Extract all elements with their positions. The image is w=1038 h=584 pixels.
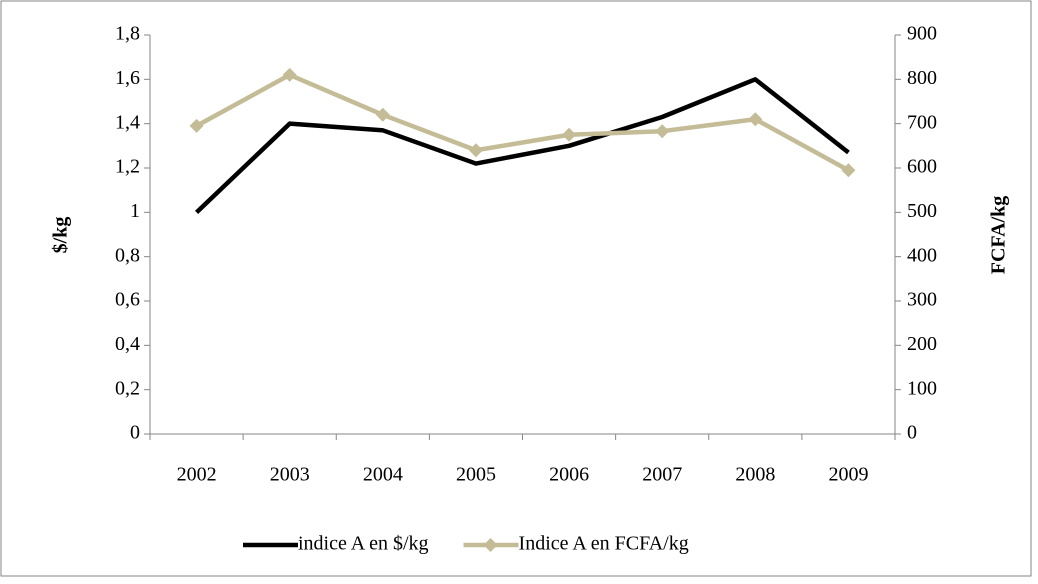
y2-axis-title: FCFA/kg: [988, 196, 1010, 275]
y2-tick-label: 700: [907, 111, 937, 133]
legend-label: Indice A en FCFA/kg: [519, 533, 689, 555]
y2-tick-label: 100: [907, 377, 937, 399]
y-tick-label: 0,4: [115, 333, 140, 355]
y-tick-label: 1,8: [115, 23, 140, 45]
y-tick-label: 1,6: [115, 67, 140, 89]
marker: [189, 118, 204, 133]
y-tick-label: 0: [130, 422, 140, 444]
y-tick-label: 0,6: [115, 289, 140, 311]
y-tick-label: 1: [130, 200, 140, 222]
x-tick-label: 2006: [549, 464, 589, 486]
y2-tick-label: 400: [907, 244, 937, 266]
y-tick-label: 1,2: [115, 156, 140, 178]
legend-label: indice A en $/kg: [298, 533, 429, 555]
x-tick-label: 2002: [177, 464, 217, 486]
y2-tick-label: 0: [907, 422, 917, 444]
x-tick-label: 2007: [642, 464, 682, 486]
legend-marker: [483, 538, 498, 552]
y-axis-title: $/kg: [50, 217, 72, 254]
x-tick-label: 2003: [270, 464, 310, 486]
marker: [282, 67, 297, 82]
y2-tick-label: 600: [907, 156, 937, 178]
marker: [655, 124, 670, 139]
marker: [562, 127, 577, 142]
marker: [748, 112, 763, 127]
x-tick-label: 2005: [456, 464, 496, 486]
series-line: [195, 77, 850, 214]
y2-tick-label: 800: [907, 67, 937, 89]
y2-tick-label: 900: [907, 23, 937, 45]
marker: [375, 107, 390, 122]
x-tick-label: 2009: [828, 464, 868, 486]
y2-tick-label: 500: [907, 200, 937, 222]
x-tick-label: 2004: [363, 464, 403, 486]
marker: [841, 163, 856, 178]
y-tick-label: 0,8: [115, 244, 140, 266]
x-tick-label: 2008: [735, 464, 775, 486]
y-tick-label: 0,2: [115, 377, 140, 399]
series-line: [195, 72, 850, 173]
y2-tick-label: 300: [907, 289, 937, 311]
y-tick-label: 1,4: [115, 111, 140, 133]
marker: [468, 143, 483, 158]
y2-tick-label: 200: [907, 333, 937, 355]
